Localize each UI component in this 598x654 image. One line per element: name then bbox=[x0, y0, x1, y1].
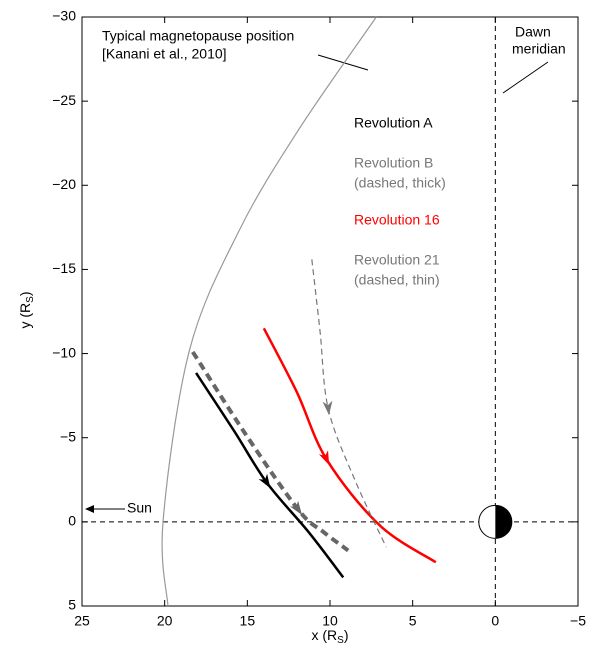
x-axis-label: x (RS) bbox=[311, 627, 348, 646]
x-tick-label: 5 bbox=[409, 613, 417, 629]
direction-arrow bbox=[318, 450, 330, 466]
y-tick-label: −20 bbox=[52, 176, 76, 192]
x-tick-label: 20 bbox=[157, 613, 173, 629]
sun-arrowhead bbox=[85, 505, 94, 513]
x-tick-label: 10 bbox=[322, 613, 338, 629]
legend-entry: Revolution A bbox=[354, 115, 433, 131]
y-tick-label: −5 bbox=[60, 428, 76, 444]
y-tick-label: 5 bbox=[68, 597, 76, 613]
trajectory bbox=[311, 259, 387, 548]
sun-label: Sun bbox=[127, 500, 152, 516]
x-label-end: ) bbox=[344, 627, 349, 643]
legend-note: (dashed, thin) bbox=[354, 272, 440, 288]
y-tick-label: −10 bbox=[52, 344, 76, 360]
direction-arrow bbox=[258, 473, 271, 489]
magnetopause-leader bbox=[317, 54, 369, 71]
direction-arrow bbox=[322, 400, 333, 416]
trajectory bbox=[191, 350, 350, 553]
magnetopause-label: Typical magnetopause position bbox=[102, 28, 294, 44]
x-label-main: x (R bbox=[311, 627, 337, 643]
dawn-label: meridian bbox=[512, 41, 566, 57]
y-label-end: ) bbox=[17, 291, 33, 296]
x-label-sub: S bbox=[337, 635, 344, 646]
x-tick-label: 25 bbox=[74, 613, 90, 629]
trajectory bbox=[262, 327, 437, 564]
legend-note: (dashed, thick) bbox=[354, 175, 446, 191]
x-tick-label: −5 bbox=[570, 613, 586, 629]
planet-night bbox=[495, 505, 512, 539]
y-tick-label: −15 bbox=[52, 260, 76, 276]
y-tick-label: −25 bbox=[52, 92, 76, 108]
y-tick-label: −30 bbox=[52, 8, 76, 24]
y-axis-label: y (RS) bbox=[17, 291, 36, 328]
x-tick-label: 15 bbox=[240, 613, 256, 629]
y-tick-label: 0 bbox=[68, 513, 76, 529]
direction-arrow bbox=[289, 500, 303, 515]
trajectory bbox=[161, 16, 377, 607]
x-tick-label: 0 bbox=[491, 613, 499, 629]
y-label-sub: S bbox=[25, 296, 36, 303]
legend-entry: Revolution B bbox=[354, 155, 433, 171]
y-label-main: y (R bbox=[17, 303, 33, 329]
dawn-label: Dawn bbox=[515, 24, 551, 40]
magnetopause-ref: [Kanani et al., 2010] bbox=[102, 46, 227, 62]
trajectory bbox=[195, 372, 345, 579]
legend-entry: Revolution 21 bbox=[354, 252, 440, 268]
legend-entry: Revolution 16 bbox=[354, 212, 440, 228]
dawn-leader bbox=[502, 61, 549, 94]
